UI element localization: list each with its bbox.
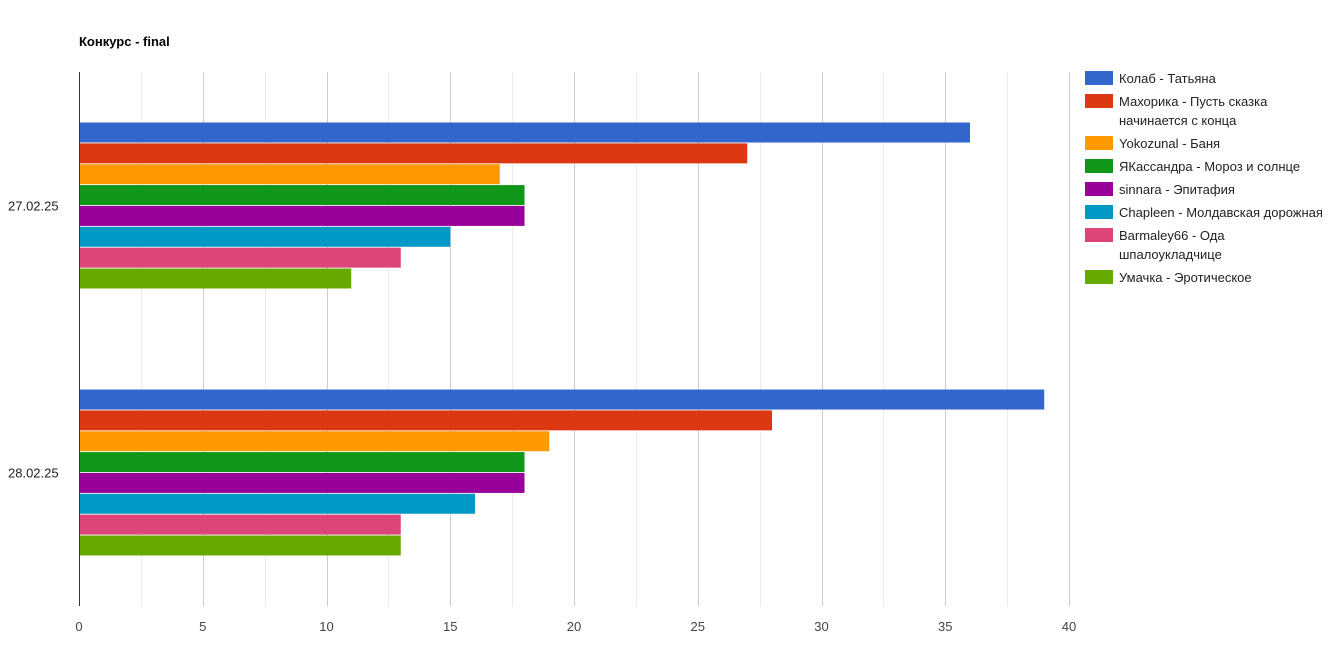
legend-swatch (1085, 270, 1113, 284)
bar[interactable] (79, 389, 1045, 410)
bar[interactable] (79, 535, 401, 556)
legend-swatch (1085, 136, 1113, 150)
bar[interactable] (79, 226, 451, 247)
legend-swatch (1085, 228, 1113, 242)
legend-swatch (1085, 205, 1113, 219)
bar[interactable] (79, 410, 772, 431)
x-tick-label: 0 (75, 619, 82, 634)
legend-item-label[interactable]: Chapleen - Молдавская дорожная (1119, 205, 1323, 220)
y-category-label: 27.02.25 (8, 199, 59, 214)
x-tick-label: 10 (319, 619, 333, 634)
chart-title: Конкурс - final (79, 34, 170, 49)
legend-item-label[interactable]: Yokozunal - Баня (1119, 136, 1220, 151)
legend-item-label[interactable]: Колаб - Татьяна (1119, 71, 1217, 86)
legend-swatch (1085, 94, 1113, 108)
bar[interactable] (79, 185, 525, 206)
x-tick-label: 30 (814, 619, 828, 634)
bar[interactable] (79, 205, 525, 226)
legend-swatch (1085, 159, 1113, 173)
legend-item-label[interactable]: ЯКассандра - Мороз и солнце (1119, 159, 1300, 174)
x-tick-label: 40 (1062, 619, 1076, 634)
bar[interactable] (79, 247, 401, 268)
axes: 0 5 10 15 20 25 30 35 40 27.02.25 28.02.25 (8, 72, 1076, 634)
legend: Колаб - Татьяна Махорика - Пусть сказка на… (1085, 71, 1323, 285)
bar[interactable] (79, 143, 748, 164)
bar[interactable] (79, 122, 970, 143)
legend-swatch (1085, 182, 1113, 196)
bar[interactable] (79, 268, 352, 289)
x-tick-label: 35 (938, 619, 952, 634)
legend-item-label[interactable]: sinnara - Эпитафия (1119, 182, 1235, 197)
y-category-label: 28.02.25 (8, 466, 59, 481)
bar[interactable] (79, 514, 401, 535)
bar[interactable] (79, 493, 475, 514)
legend-item-label[interactable]: Barmaley66 - Ода шпалоукладчице (1119, 228, 1225, 262)
x-tick-label: 15 (443, 619, 457, 634)
x-tick-label: 5 (199, 619, 206, 634)
bar[interactable] (79, 164, 500, 185)
legend-item-label[interactable]: Махорика - Пусть сказка начинается с конц… (1119, 94, 1268, 128)
bars (79, 122, 1045, 556)
bar[interactable] (79, 431, 550, 452)
x-tick-label: 25 (691, 619, 705, 634)
x-tick-label: 20 (567, 619, 581, 634)
bar[interactable] (79, 452, 525, 473)
legend-item-label[interactable]: Умачка - Эротическое (1119, 270, 1252, 285)
bar[interactable] (79, 472, 525, 493)
legend-swatch (1085, 71, 1113, 85)
